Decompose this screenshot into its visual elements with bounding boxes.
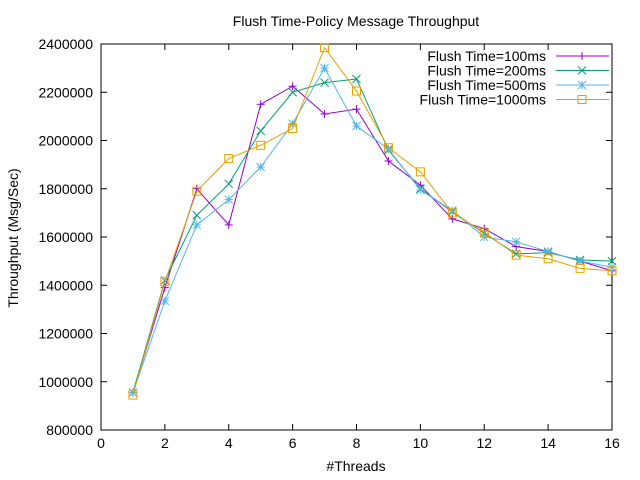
y-tick-label: 2200000 [38,84,93,100]
data-point [320,43,330,53]
y-tick-label: 800000 [46,422,93,438]
data-point [288,87,297,97]
data-point [224,220,233,229]
data-point [352,121,361,131]
axes: 0 2 4 6 8 10 12 14 16 800000 1000000 1200000 1400000… [38,36,620,451]
data-point [192,220,202,230]
chart-title: Flush Time-Policy Message Throughput [233,13,480,29]
data-point [128,388,138,397]
x-tick-label: 10 [413,435,429,451]
data-point [192,210,202,220]
data-point [320,109,329,118]
data-point [543,254,553,264]
data-point [543,247,553,256]
y-tick-label: 2400000 [38,36,93,52]
data-point [160,277,170,287]
series-4 [128,43,617,400]
series-3 [128,63,617,397]
data-point [224,154,234,164]
y-tick-label: 1200000 [38,326,93,342]
y-tick-label: 1400000 [38,277,93,293]
x-axis-label: #Threads [326,458,385,474]
data-point [415,167,425,177]
legend-item-3: Flush Time=500ms [427,77,609,93]
data-point [575,263,585,273]
data-point [352,105,361,114]
series-2 [128,74,617,397]
data-point [384,157,393,166]
x-tick-label: 2 [161,435,169,451]
data-point [352,74,361,84]
series-line [132,85,613,393]
legend-item-1: Flush Time=100ms [427,48,609,64]
data-point [352,86,361,96]
data-point [160,283,169,292]
x-tick-label: 4 [225,435,233,451]
x-tick-label: 14 [540,435,556,451]
data-point [320,63,329,73]
data-point [192,186,202,196]
data-point [447,206,457,215]
series-line [132,78,613,393]
x-tick-label: 0 [97,435,105,451]
legend-label: Flush Time=100ms [427,48,546,64]
y-tick-label: 2000000 [38,133,93,149]
data-point [256,126,266,136]
data-point [128,390,138,400]
x-tick-label: 12 [476,435,492,451]
data-point [416,185,425,195]
data-point [256,140,266,150]
data-point [288,82,297,91]
legend-marker [577,95,587,104]
data-point [383,143,393,153]
legend-label: Flush Time=200ms [427,63,546,79]
data-point [256,100,265,109]
series-line [132,46,613,396]
y-tick-label: 1000000 [38,374,93,390]
x-tick-label: 16 [604,435,620,451]
data-point [575,256,585,266]
data-point [320,78,329,87]
data-point [511,237,521,247]
series-1 [128,82,616,397]
data-point [479,227,489,237]
legend-marker [577,66,587,75]
y-tick-label: 1600000 [38,229,93,245]
data-point [224,179,234,189]
legend-item-4: Flush Time=1000ms [420,92,609,108]
data-point [224,195,234,204]
x-tick-label: 6 [289,435,297,451]
series-layer [128,43,617,400]
data-point [256,162,266,172]
legend-label: Flush Time=500ms [427,77,546,93]
data-point [607,266,617,276]
data-point [160,296,170,306]
y-tick-label: 1800000 [38,181,93,197]
legend-marker [577,80,587,90]
data-point [511,250,521,260]
legend-marker [578,52,586,60]
y-axis-label: Throughput (Msg/Sec) [5,168,21,307]
legend-item-2: Flush Time=200ms [427,63,609,79]
series-line [132,67,613,393]
x-tick-label: 8 [353,435,361,451]
data-point [447,208,457,218]
legend-label: Flush Time=1000ms [420,92,546,108]
data-point [288,123,298,133]
data-point [448,214,457,223]
